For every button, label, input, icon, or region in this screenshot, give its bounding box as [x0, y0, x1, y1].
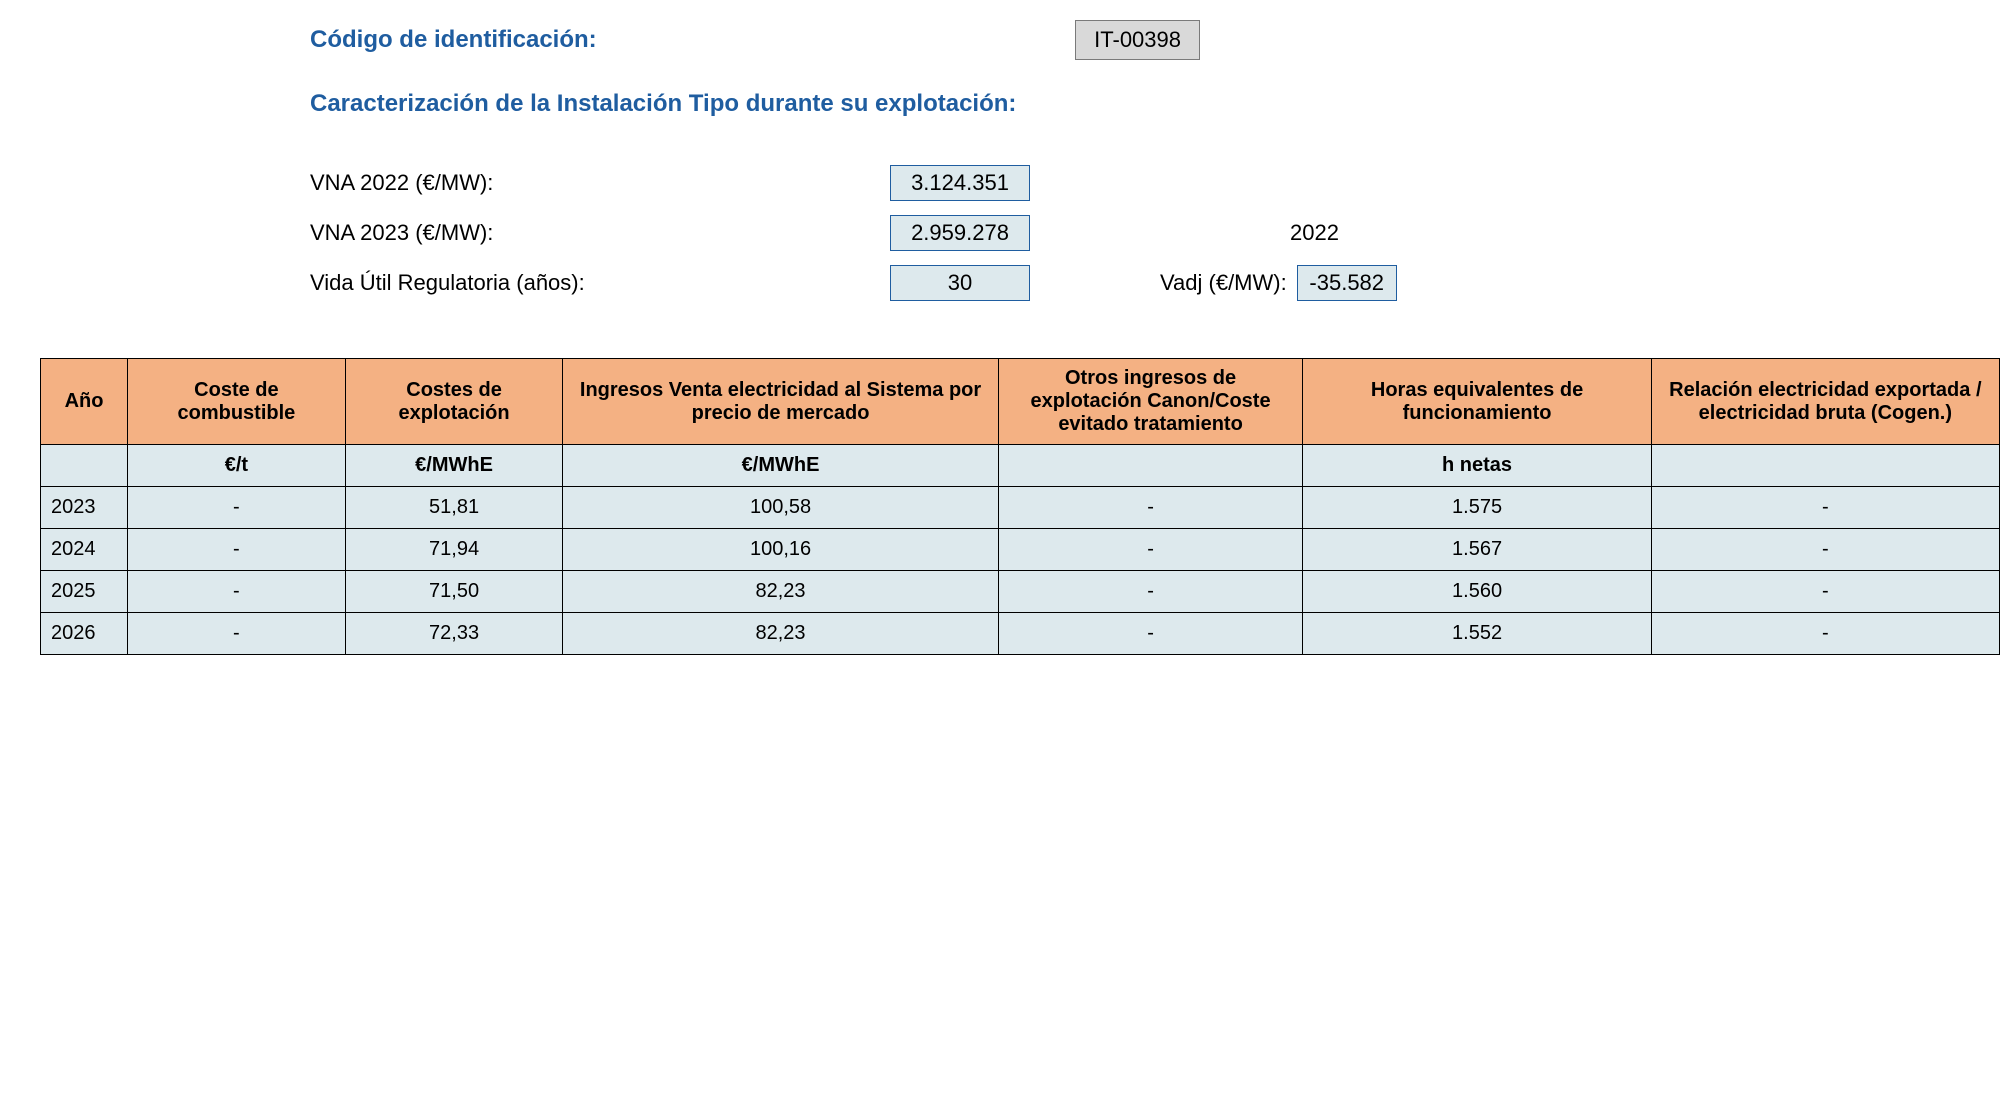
unit-coste: €/t	[128, 445, 346, 487]
cell-ano: 2025	[41, 571, 128, 613]
unit-otros	[998, 445, 1303, 487]
vadj-label: Vadj (€/MW):	[1160, 270, 1287, 296]
cell-relacion: -	[1651, 571, 1999, 613]
cell-explot: 51,81	[345, 487, 563, 529]
cell-horas: 1.552	[1303, 613, 1651, 655]
unit-relacion	[1651, 445, 1999, 487]
th-coste-combustible: Coste de combustible	[128, 359, 346, 445]
table-row: 2025 - 71,50 82,23 - 1.560 -	[41, 571, 2000, 613]
cell-ingresos: 100,58	[563, 487, 998, 529]
cell-coste: -	[128, 487, 346, 529]
table-body: €/t €/MWhE €/MWhE h netas 2023 - 51,81 1…	[41, 445, 2000, 655]
cell-otros: -	[998, 487, 1303, 529]
vna2022-label: VNA 2022 (€/MW):	[310, 170, 890, 196]
caracterizacion-label: Caracterización de la Instalación Tipo d…	[310, 90, 1016, 118]
codigo-label: Código de identificación:	[310, 26, 597, 54]
cell-coste: -	[128, 571, 346, 613]
year-header: 2022	[1290, 220, 1339, 246]
units-row: €/t €/MWhE €/MWhE h netas	[41, 445, 2000, 487]
vadj-section: Vadj (€/MW): -35.582	[1160, 265, 1397, 301]
cell-ingresos: 82,23	[563, 613, 998, 655]
vadj-value: -35.582	[1297, 265, 1397, 301]
codigo-row: Código de identificación: IT-00398	[310, 20, 2000, 60]
document-container: Código de identificación: IT-00398 Carac…	[20, 20, 2000, 655]
cell-explot: 71,50	[345, 571, 563, 613]
table-row: 2026 - 72,33 82,23 - 1.552 -	[41, 613, 2000, 655]
unit-explot: €/MWhE	[345, 445, 563, 487]
cell-otros: -	[998, 613, 1303, 655]
th-relacion-elec: Relación electricidad exportada / electr…	[1651, 359, 1999, 445]
cell-horas: 1.575	[1303, 487, 1651, 529]
main-data-table: Año Coste de combustible Costes de explo…	[40, 358, 2000, 655]
table-row: 2024 - 71,94 100,16 - 1.567 -	[41, 529, 2000, 571]
vna2023-value: 2.959.278	[890, 215, 1030, 251]
cell-ingresos: 100,16	[563, 529, 998, 571]
cell-otros: -	[998, 529, 1303, 571]
vna2023-label: VNA 2023 (€/MW):	[310, 220, 890, 246]
cell-ano: 2023	[41, 487, 128, 529]
cell-explot: 71,94	[345, 529, 563, 571]
cell-ano: 2024	[41, 529, 128, 571]
unit-ingresos: €/MWhE	[563, 445, 998, 487]
caracterizacion-row: Caracterización de la Instalación Tipo d…	[310, 90, 2000, 118]
cell-ingresos: 82,23	[563, 571, 998, 613]
vna2022-value: 3.124.351	[890, 165, 1030, 201]
unit-ano	[41, 445, 128, 487]
th-ano: Año	[41, 359, 128, 445]
cell-ano: 2026	[41, 613, 128, 655]
cell-coste: -	[128, 529, 346, 571]
cell-horas: 1.560	[1303, 571, 1651, 613]
cell-otros: -	[998, 571, 1303, 613]
cell-relacion: -	[1651, 613, 1999, 655]
cell-coste: -	[128, 613, 346, 655]
vna2022-row: VNA 2022 (€/MW): 3.124.351	[310, 158, 2000, 208]
cell-explot: 72,33	[345, 613, 563, 655]
vida-label: Vida Útil Regulatoria (años):	[310, 270, 890, 296]
cell-relacion: -	[1651, 487, 1999, 529]
codigo-value-box: IT-00398	[1075, 20, 1200, 60]
th-horas-equiv: Horas equivalentes de funcionamiento	[1303, 359, 1651, 445]
table-row: 2023 - 51,81 100,58 - 1.575 -	[41, 487, 2000, 529]
vida-value: 30	[890, 265, 1030, 301]
vida-row: Vida Útil Regulatoria (años): 30 Vadj (€…	[310, 258, 2000, 308]
cell-relacion: -	[1651, 529, 1999, 571]
unit-horas: h netas	[1303, 445, 1651, 487]
th-otros-ingresos: Otros ingresos de explotación Canon/Cost…	[998, 359, 1303, 445]
header-row: Año Coste de combustible Costes de explo…	[41, 359, 2000, 445]
cell-horas: 1.567	[1303, 529, 1651, 571]
header-section: Código de identificación: IT-00398 Carac…	[310, 20, 2000, 118]
th-costes-explotacion: Costes de explotación	[345, 359, 563, 445]
params-section: VNA 2022 (€/MW): 3.124.351 VNA 2023 (€/M…	[310, 158, 2000, 308]
th-ingresos-venta: Ingresos Venta electricidad al Sistema p…	[563, 359, 998, 445]
vna2023-row: VNA 2023 (€/MW): 2.959.278 2022	[310, 208, 2000, 258]
